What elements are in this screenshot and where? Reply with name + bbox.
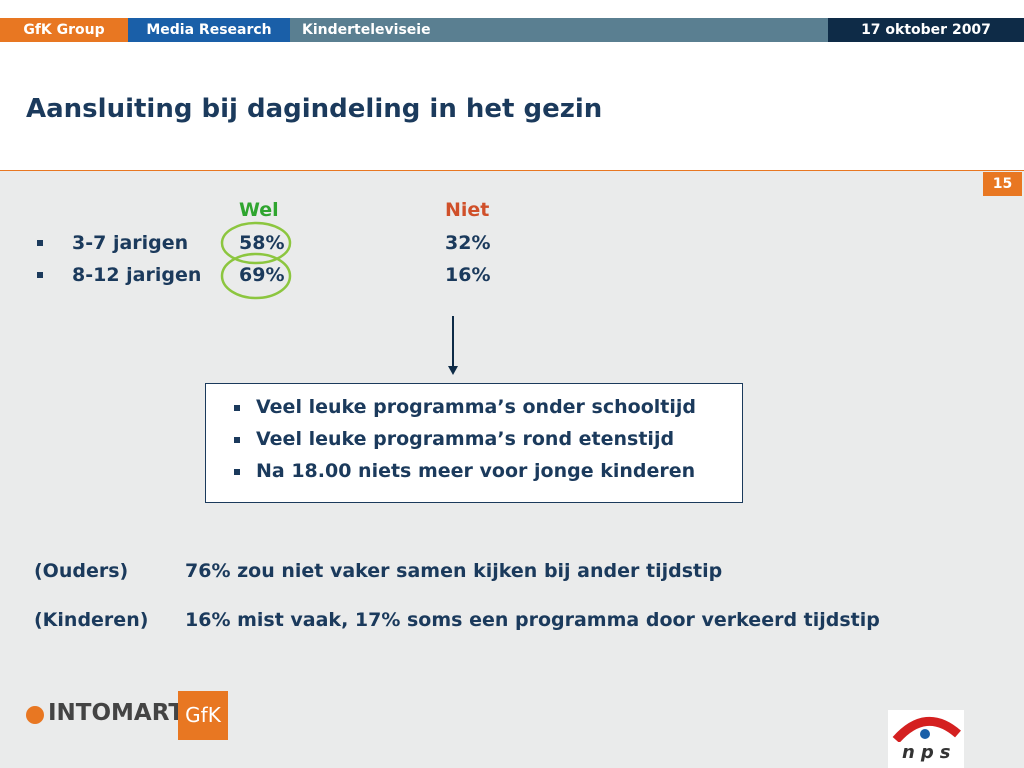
statement-label: (Ouders) (34, 560, 129, 582)
bullet (234, 437, 240, 443)
statement: 76% zou niet vaker samen kijken bij ande… (185, 560, 723, 582)
logo: nps (902, 742, 957, 763)
logo: INTOMART (48, 700, 185, 726)
bullet (234, 469, 240, 475)
divider (0, 170, 1024, 171)
column-header: Wel (239, 199, 279, 221)
date: 17 oktober 2007 (828, 18, 1024, 42)
logo-arc (892, 716, 961, 742)
statement: 16% mist vaak, 17% soms een programma do… (185, 609, 880, 631)
bullet (37, 240, 43, 246)
tab: GfK Group (0, 18, 128, 42)
highlight (220, 221, 292, 265)
page-number: 15 (983, 172, 1022, 196)
cell: 16% (445, 264, 491, 286)
cell: 32% (445, 232, 491, 254)
bullet (234, 405, 240, 411)
cell: 58% (239, 232, 285, 254)
logo: GfK (178, 691, 228, 740)
arrow-head (448, 366, 458, 375)
tab: Media Research (128, 18, 290, 42)
statement-label: (Kinderen) (34, 609, 149, 631)
cell: 69% (239, 264, 285, 286)
logo-icon (26, 706, 44, 724)
column-header: Niet (445, 199, 490, 221)
box (205, 383, 743, 503)
row-label: 3-7 jarigen (72, 232, 189, 254)
highlight (220, 252, 292, 300)
title: Aansluiting bij dagindeling in het gezin (26, 94, 603, 124)
box-item: Veel leuke programma’s onder schooltijd (256, 396, 696, 418)
logo-frame: nps (888, 710, 964, 768)
tab: Kinderteleviseie (290, 18, 828, 42)
box-item: Veel leuke programma’s rond etenstijd (256, 428, 675, 450)
bullet (37, 272, 43, 278)
row-label: 8-12 jarigen (72, 264, 202, 286)
box-item: Na 18.00 niets meer voor jonge kinderen (256, 460, 696, 482)
